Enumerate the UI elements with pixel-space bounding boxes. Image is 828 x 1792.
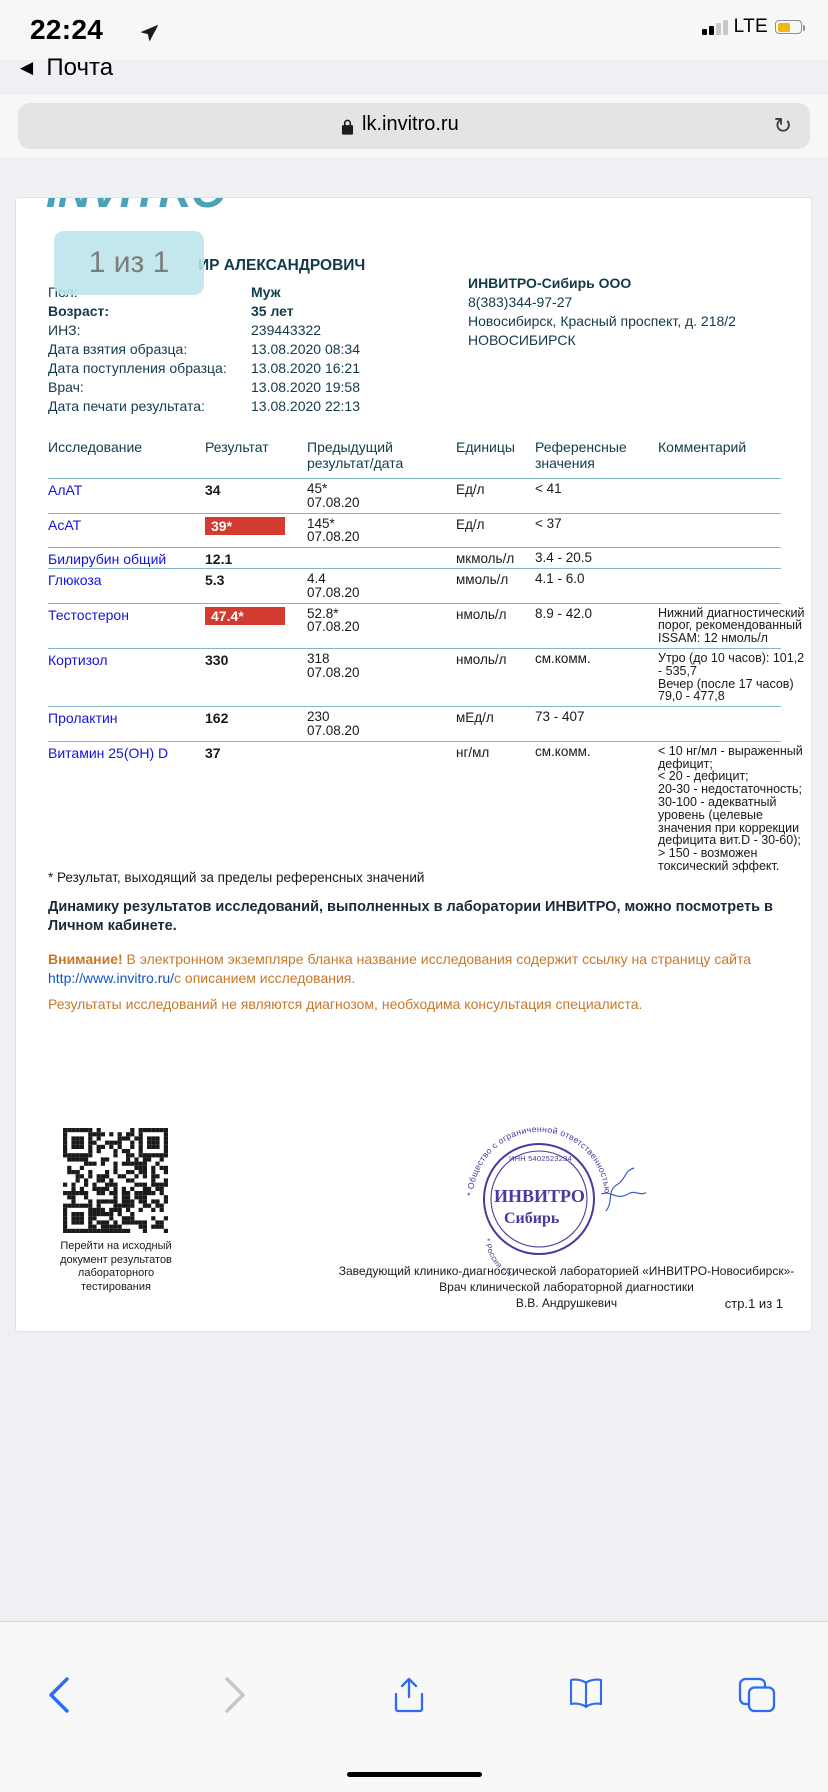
svg-text:ИНВИТРО: ИНВИТРО <box>494 1186 585 1206</box>
svg-text:Сибирь: Сибирь <box>504 1210 560 1227</box>
svg-text:ИНН 5402523234: ИНН 5402523234 <box>509 1154 572 1163</box>
